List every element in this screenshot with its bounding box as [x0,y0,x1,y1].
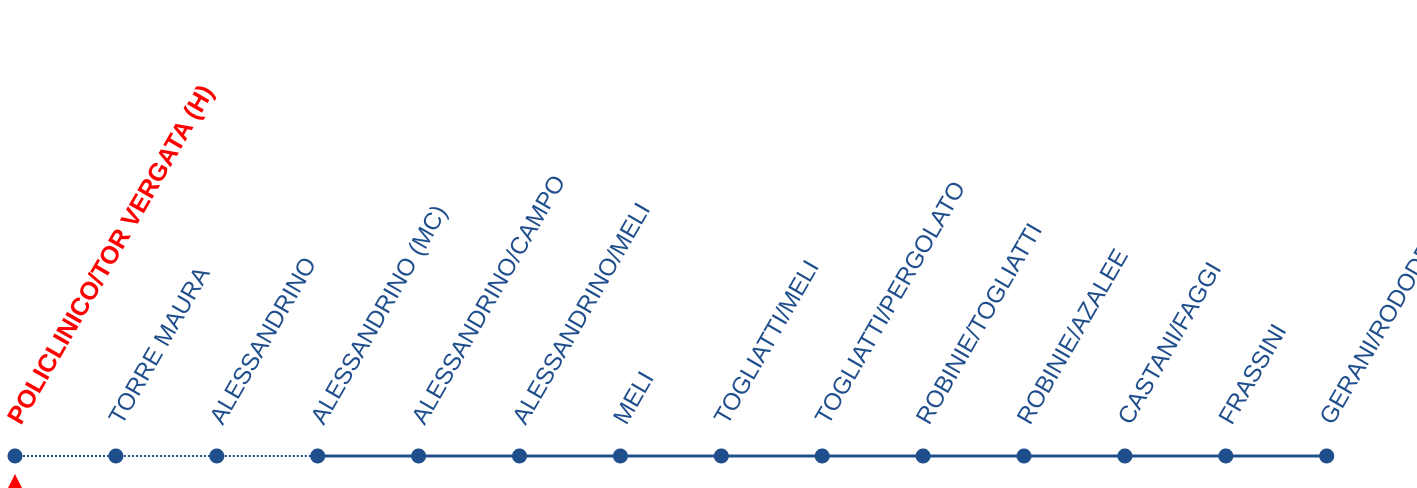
stop-dot[interactable] [209,448,225,464]
stop-dot[interactable] [310,448,326,464]
stop-dot[interactable] [1016,448,1032,464]
stop-label[interactable]: TORRE MAURA [104,262,216,429]
stop-label[interactable]: MELI [608,367,659,429]
stop-dot[interactable] [1319,448,1335,464]
stop-dot[interactable] [7,448,23,464]
stop-label[interactable]: GERANI/RODODENDRI [1315,188,1417,429]
stop-label[interactable]: TOGLIATTI/MELI [709,256,825,429]
stop-dot[interactable] [1218,448,1234,464]
stop-dot[interactable] [512,448,527,464]
stop-label[interactable]: CASTANI/FAGGI [1113,258,1228,429]
stop-label-terminus[interactable]: POLICLINICO/TOR VERGATA (H) [2,80,220,429]
stop-dot[interactable] [814,448,830,464]
triangle-up-icon [8,474,22,488]
stop-dot[interactable] [108,448,124,464]
stop-dot[interactable] [915,448,931,464]
stop-label[interactable]: ROBINIE/AZALEE [1012,245,1134,429]
stop-label[interactable]: ALESSANDRINO [205,253,322,429]
stop-dot[interactable] [1117,448,1133,464]
stop-dot[interactable] [612,448,628,464]
stop-label[interactable]: FRASSINI [1214,320,1293,429]
stop-dot[interactable] [713,448,729,464]
stop-dot[interactable] [411,448,427,464]
